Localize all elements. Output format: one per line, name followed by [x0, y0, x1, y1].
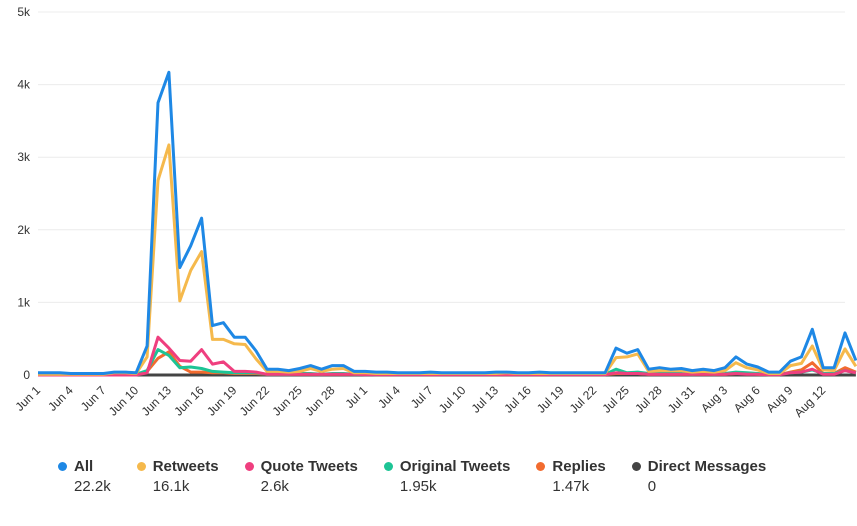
- x-tick-label: Jul 31: [665, 383, 698, 416]
- legend-total: 1.95k: [399, 478, 437, 495]
- legend-label: Retweets: [152, 458, 219, 475]
- x-tick-label: Jun 4: [45, 383, 76, 414]
- y-tick-label: 2k: [17, 223, 31, 237]
- legend-total: 22.2k: [74, 478, 111, 495]
- series-line-original-tweets[interactable]: [38, 348, 857, 376]
- x-tick-label: Jul 4: [375, 383, 403, 411]
- x-tick-label: Aug 12: [792, 383, 829, 420]
- x-tick-label: Jul 13: [469, 383, 502, 416]
- legend-head: Replies: [536, 458, 606, 475]
- x-tick-label: Aug 3: [698, 383, 730, 415]
- x-tick-label: Jun 13: [139, 383, 175, 419]
- x-tick-label: Jul 1: [342, 383, 370, 411]
- legend-item-direct-messages[interactable]: Direct Messages 0: [631, 458, 767, 495]
- legend-label: All: [74, 458, 94, 475]
- legend-head: Retweets: [136, 458, 219, 475]
- gridlines: [38, 11, 845, 376]
- y-tick-label: 1k: [17, 295, 31, 309]
- y-tick-label: 3k: [17, 150, 31, 164]
- legend-item-all[interactable]: All 22.2k: [58, 458, 111, 495]
- legend-item-retweets[interactable]: Retweets 16.1k: [136, 458, 219, 495]
- legend-dot-icon: [136, 462, 146, 471]
- legend-head: All: [58, 458, 111, 475]
- x-tick-label: Jul 28: [632, 383, 665, 416]
- x-tick-label: Jun 19: [204, 383, 240, 419]
- x-tick-label: Jul 19: [534, 383, 567, 416]
- legend-label: Quote Tweets: [260, 458, 358, 475]
- x-tick-label: Jun 25: [269, 383, 305, 419]
- x-tick-label: Aug 6: [731, 383, 763, 415]
- legend-label: Direct Messages: [647, 458, 767, 475]
- y-axis-ticks: 0 1k 2k 3k 4k 5k: [17, 5, 31, 382]
- legend-label: Replies: [552, 458, 606, 475]
- legend-total: 2.6k: [260, 478, 289, 495]
- legend-item-replies[interactable]: Replies 1.47k: [536, 458, 606, 495]
- legend-total: 1.47k: [552, 478, 590, 495]
- y-tick-label: 0: [23, 368, 30, 382]
- y-tick-label: 5k: [17, 5, 31, 19]
- legend-total: 16.1k: [152, 478, 190, 495]
- x-tick-label: Jun 22: [237, 383, 273, 419]
- legend-total: 0: [647, 478, 657, 495]
- legend-head: Original Tweets: [383, 458, 511, 475]
- x-tick-label: Jun 10: [106, 383, 142, 419]
- y-tick-label: 4k: [17, 78, 31, 92]
- series-line-all[interactable]: [38, 70, 857, 375]
- x-tick-label: Jun 16: [171, 383, 207, 419]
- legend-item-quote-tweets[interactable]: Quote Tweets 2.6k: [244, 458, 358, 495]
- x-tick-label: Jun 28: [302, 383, 338, 419]
- legend-head: Direct Messages: [631, 458, 767, 475]
- x-tick-label: Jun 1: [12, 383, 43, 414]
- legend-dot-icon: [536, 462, 546, 471]
- legend-head: Quote Tweets: [244, 458, 358, 475]
- legend-label: Original Tweets: [399, 458, 511, 475]
- legend-dot-icon: [58, 462, 67, 471]
- series-lines: [38, 70, 857, 377]
- legend: All 22.2k Retweets 16.1k Quote Tweets 2.6k Ori…: [58, 458, 792, 495]
- x-tick-label: Jun 7: [78, 383, 109, 414]
- legend-dot-icon: [244, 462, 254, 471]
- x-tick-label: Jul 16: [501, 383, 534, 416]
- x-tick-label: Jul 7: [408, 383, 436, 411]
- x-tick-label: Jul 10: [436, 383, 469, 416]
- legend-dot-icon: [383, 462, 393, 471]
- x-tick-label: Jul 25: [599, 383, 632, 416]
- legend-dot-icon: [631, 462, 641, 471]
- legend-item-original-tweets[interactable]: Original Tweets 1.95k: [383, 458, 511, 495]
- x-tick-label: Jul 22: [567, 383, 600, 416]
